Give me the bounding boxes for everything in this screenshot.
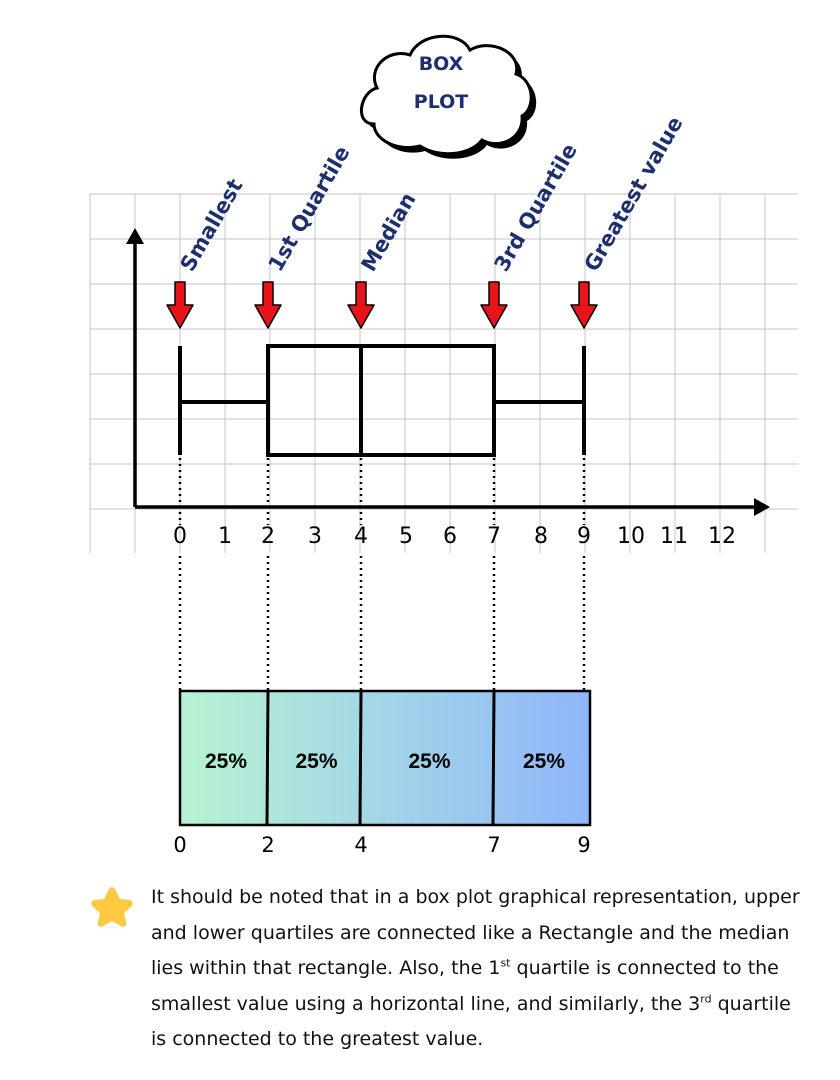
note-part-2: quartile is connected to the smallest va… [151, 957, 779, 1015]
x-tick-label: 3 [308, 524, 322, 549]
y-axis-arrowhead [126, 228, 144, 244]
segment-percent: 25% [523, 750, 565, 773]
x-tick-label: 0 [173, 524, 187, 549]
x-tick-label: 1 [218, 524, 232, 549]
red-arrow-icon [166, 281, 194, 329]
note-part-1: It should be noted that in a box plot gr… [151, 886, 800, 979]
x-tick-labels: 0 1 2 3 4 5 6 7 8 9 10 11 12 [173, 524, 736, 549]
dotted-guides [178, 458, 586, 690]
x-tick-label: 10 [617, 524, 645, 549]
red-arrow-icon [347, 281, 375, 329]
segment-percent: 25% [295, 750, 337, 773]
x-tick-label: 4 [354, 524, 368, 549]
segment-tick-label: 9 [577, 833, 590, 857]
arrow-label: Smallest [176, 175, 248, 276]
red-arrow-icon [254, 281, 282, 329]
arrow-label: 3rd Quartile [490, 139, 582, 275]
pointer-arrows [166, 281, 598, 329]
x-tick-label: 6 [443, 524, 457, 549]
quartile-box [266, 344, 496, 457]
x-tick-label: 11 [660, 524, 688, 549]
segment-tick-label: 0 [173, 833, 186, 857]
segment-percent: 25% [205, 750, 247, 773]
arrow-label: Median [357, 189, 421, 276]
axes [126, 228, 770, 516]
segment-percent: 25% [408, 750, 450, 773]
x-axis-arrowhead [754, 498, 770, 516]
x-tick-label: 5 [399, 524, 413, 549]
arrow-label: 1st Quartile [264, 142, 355, 276]
segment-tick-label: 4 [354, 833, 367, 857]
red-arrow-icon [480, 281, 508, 329]
title-line-1: BOX [419, 53, 464, 75]
explanation-note: It should be noted that in a box plot gr… [151, 880, 811, 1058]
segment-tick-label: 7 [487, 833, 500, 857]
percent-bar-frame [178, 689, 592, 827]
x-tick-label: 7 [487, 524, 501, 549]
segment-divider [265, 690, 270, 826]
title-cloud: BOX PLOT [359, 34, 537, 159]
title-line-2: PLOT [414, 91, 469, 113]
box-and-whiskers [178, 344, 586, 457]
grid [89, 193, 798, 553]
x-tick-label: 2 [261, 524, 275, 549]
note-sup-1: st [500, 956, 511, 970]
x-tick-label: 8 [534, 524, 548, 549]
segment-divider [358, 690, 363, 826]
red-arrow-icon [570, 281, 598, 329]
percent-bar: 25% 25% 25% 25% 0 2 4 7 9 [173, 689, 592, 857]
x-tick-label: 12 [708, 524, 736, 549]
note-sup-2: rd [700, 992, 712, 1006]
segment-divider [491, 690, 496, 826]
segment-tick-label: 2 [261, 833, 274, 857]
x-tick-label: 9 [577, 524, 591, 549]
star-icon [91, 887, 133, 927]
note-part-3: quartile is connected to the greatest va… [151, 992, 791, 1051]
